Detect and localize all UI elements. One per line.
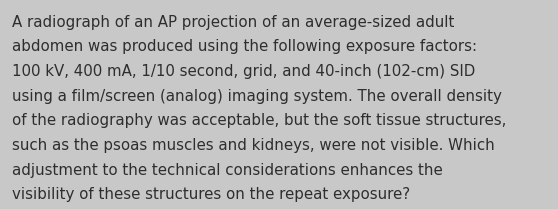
- Text: using a film/screen (analog) imaging system. The overall density: using a film/screen (analog) imaging sys…: [12, 89, 502, 104]
- Text: such as the psoas muscles and kidneys, were not visible. Which: such as the psoas muscles and kidneys, w…: [12, 138, 495, 153]
- Text: 100 kV, 400 mA, 1/10 second, grid, and 40-inch (102-cm) SID: 100 kV, 400 mA, 1/10 second, grid, and 4…: [12, 64, 475, 79]
- Text: A radiograph of an AP projection of an average-sized adult: A radiograph of an AP projection of an a…: [12, 15, 455, 30]
- Text: of the radiography was acceptable, but the soft tissue structures,: of the radiography was acceptable, but t…: [12, 113, 507, 128]
- Text: visibility of these structures on the repeat exposure?: visibility of these structures on the re…: [12, 187, 410, 202]
- Text: abdomen was produced using the following exposure factors:: abdomen was produced using the following…: [12, 39, 477, 54]
- Text: adjustment to the technical considerations enhances the: adjustment to the technical consideratio…: [12, 163, 443, 178]
